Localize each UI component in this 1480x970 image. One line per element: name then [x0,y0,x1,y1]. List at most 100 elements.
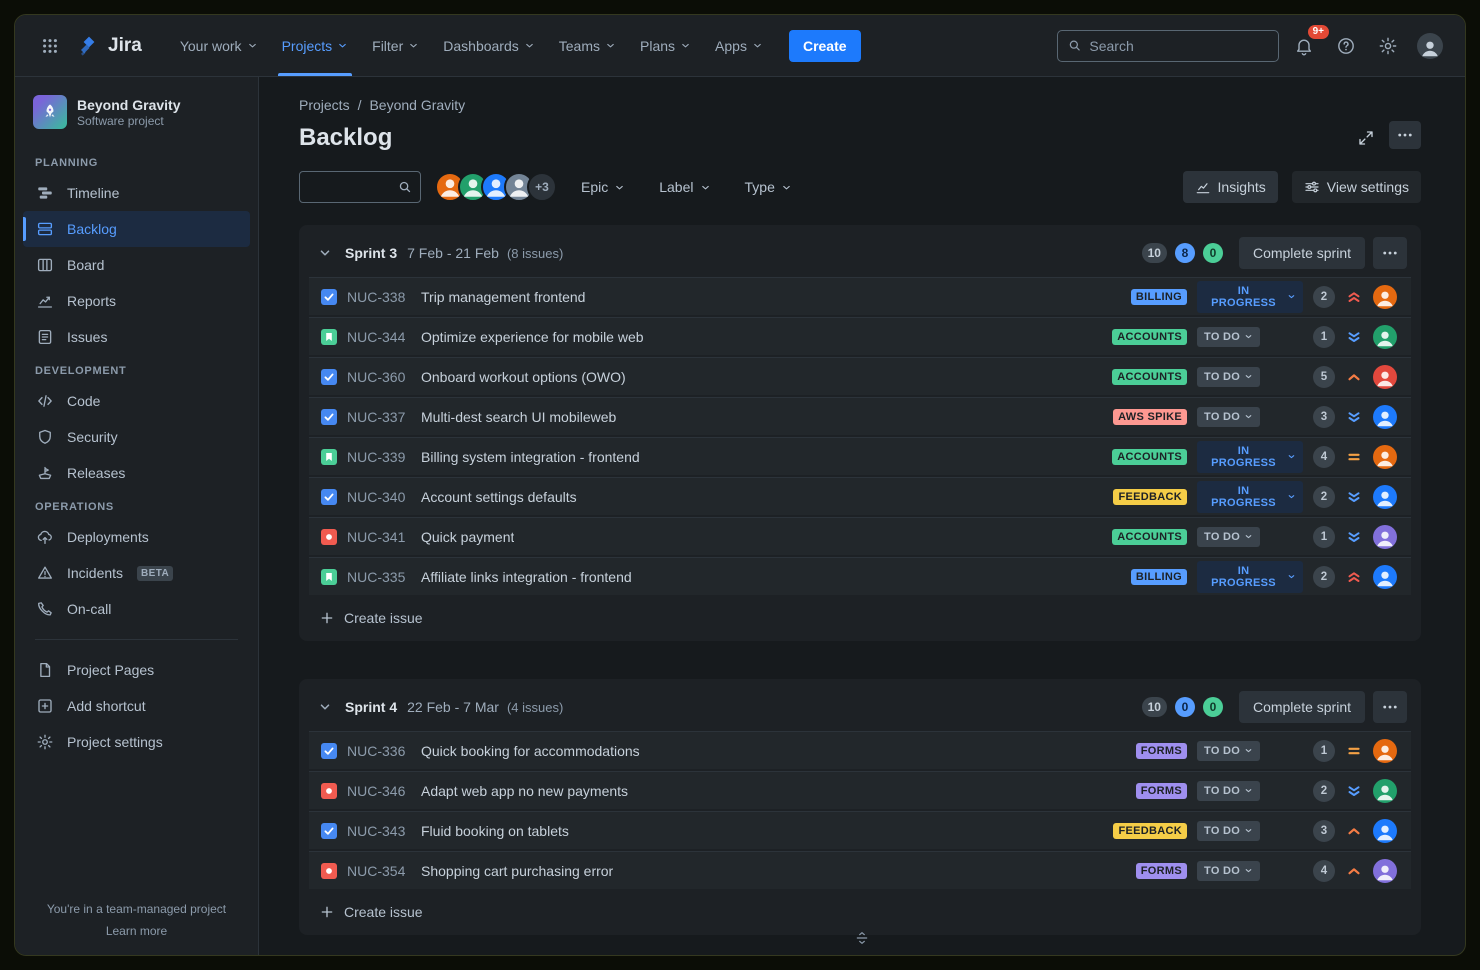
issue-avatar[interactable] [1373,524,1397,549]
sidebar-item-code[interactable]: Code [23,383,250,419]
issue-title[interactable]: Multi-dest search UI mobileweb [421,408,617,425]
issue-row[interactable]: NUC-341 Quick payment ACCOUNTS TO DO 1 [309,517,1411,555]
issue-points-badge[interactable]: 1 [1313,739,1335,762]
issue-status-dropdown[interactable]: TO DO [1197,406,1261,427]
sidebar-item-add-shortcut[interactable]: Add shortcut [23,688,250,724]
issue-points-badge[interactable]: 3 [1313,819,1335,842]
issue-title[interactable]: Billing system integration - frontend [421,448,640,465]
page-more-button[interactable] [1389,121,1421,149]
issue-title[interactable]: Shopping cart purchasing error [421,862,614,879]
issue-status-dropdown[interactable]: TO DO [1197,326,1261,347]
nav-dashboards[interactable]: Dashboards [431,15,547,76]
issue-row[interactable]: NUC-339 Billing system integration - fro… [309,437,1411,475]
issue-points-badge[interactable]: 3 [1313,405,1335,428]
issue-points-badge[interactable]: 5 [1313,365,1335,388]
create-button[interactable]: Create [788,29,861,62]
sidebar-item-on-call[interactable]: On-call [23,591,250,627]
fullscreen-button[interactable] [1349,121,1383,155]
issue-status-dropdown[interactable]: IN PROGRESS [1197,560,1303,593]
issue-title[interactable]: Quick booking for accommodations [421,742,640,759]
issue-avatar[interactable] [1373,778,1397,803]
learn-more-link[interactable]: Learn more [105,924,168,938]
issue-status-dropdown[interactable]: TO DO [1197,860,1261,881]
issue-points-badge[interactable]: 4 [1313,859,1335,882]
issue-title[interactable]: Affiliate links integration - frontend [421,568,632,585]
sidebar-item-security[interactable]: Security [23,419,250,455]
sidebar-item-board[interactable]: Board [23,247,250,283]
issue-status-dropdown[interactable]: IN PROGRESS [1197,480,1303,513]
resize-handle-icon[interactable] [854,930,870,951]
issue-title[interactable]: Optimize experience for mobile web [421,328,644,345]
sidebar-item-backlog[interactable]: Backlog [23,211,250,247]
issue-title[interactable]: Fluid booking on tablets [421,822,569,839]
issue-avatar[interactable] [1373,324,1397,349]
issue-status-dropdown[interactable]: TO DO [1197,780,1261,801]
breadcrumb-projects[interactable]: Projects [299,97,350,113]
issue-avatar[interactable] [1373,858,1397,883]
issue-status-dropdown[interactable]: TO DO [1197,820,1261,841]
issue-title[interactable]: Account settings defaults [421,488,577,505]
sidebar-item-timeline[interactable]: Timeline [23,175,250,211]
sprint-collapse-chevron[interactable] [313,695,337,719]
issue-row[interactable]: NUC-346 Adapt web app no new payments FO… [309,771,1411,809]
epic-filter-dropdown[interactable]: Epic [571,173,635,201]
sidebar-item-reports[interactable]: Reports [23,283,250,319]
issue-row[interactable]: NUC-344 Optimize experience for mobile w… [309,317,1411,355]
issue-avatar[interactable] [1373,564,1397,589]
issue-status-dropdown[interactable]: TO DO [1197,366,1261,387]
nav-apps[interactable]: Apps [703,15,775,76]
profile-avatar[interactable] [1413,29,1447,63]
sidebar-item-deployments[interactable]: Deployments [23,519,250,555]
nav-projects[interactable]: Projects [270,15,361,76]
issue-row[interactable]: NUC-354 Shopping cart purchasing error F… [309,851,1411,889]
view-settings-button[interactable]: View settings [1291,171,1421,203]
sprint-collapse-chevron[interactable] [313,241,337,265]
sprint-name[interactable]: Sprint 3 [345,245,398,261]
sprint-more-button[interactable] [1373,691,1407,723]
issue-avatar[interactable] [1373,818,1397,843]
issue-row[interactable]: NUC-335 Affiliate links integration - fr… [309,557,1411,595]
sidebar-item-project-settings[interactable]: Project settings [23,724,250,760]
create-issue-button[interactable]: Create issue [309,597,433,639]
avatar-overflow-badge[interactable]: +3 [527,172,557,202]
issue-points-badge[interactable]: 2 [1313,485,1335,508]
nav-filter[interactable]: Filter [360,15,431,76]
complete-sprint-button[interactable]: Complete sprint [1238,237,1365,269]
sidebar-item-project-pages[interactable]: Project Pages [23,652,250,688]
issue-title[interactable]: Onboard workout options (OWO) [421,368,626,385]
create-issue-button[interactable]: Create issue [309,891,433,933]
board-search[interactable] [299,171,421,203]
label-filter-dropdown[interactable]: Label [649,173,720,201]
type-filter-dropdown[interactable]: Type [735,173,802,201]
issue-avatar[interactable] [1373,484,1397,509]
sidebar-item-issues[interactable]: Issues [23,319,250,355]
issue-avatar[interactable] [1373,444,1397,469]
issue-points-badge[interactable]: 1 [1313,525,1335,548]
notifications-button[interactable]: 9+ [1287,24,1329,63]
issue-status-dropdown[interactable]: IN PROGRESS [1197,280,1303,313]
issue-avatar[interactable] [1373,738,1397,763]
jira-logo[interactable]: Jira [77,34,142,58]
issue-row[interactable]: NUC-338 Trip management frontend BILLING… [309,277,1411,315]
sidebar-item-releases[interactable]: Releases [23,455,250,491]
issue-row[interactable]: NUC-343 Fluid booking on tablets FEEDBAC… [309,811,1411,849]
board-search-input[interactable] [308,179,399,195]
issue-row[interactable]: NUC-337 Multi-dest search UI mobileweb A… [309,397,1411,435]
sidebar-item-incidents[interactable]: Incidents BETA [23,555,250,591]
issue-points-badge[interactable]: 1 [1313,325,1335,348]
nav-plans[interactable]: Plans [628,15,703,76]
issue-avatar[interactable] [1373,284,1397,309]
issue-status-dropdown[interactable]: TO DO [1197,740,1261,761]
global-search[interactable] [1057,29,1279,62]
issue-points-badge[interactable]: 2 [1313,565,1335,588]
app-switcher-icon[interactable] [33,29,67,63]
issue-row[interactable]: NUC-336 Quick booking for accommodations… [309,731,1411,769]
complete-sprint-button[interactable]: Complete sprint [1238,691,1365,723]
issue-points-badge[interactable]: 2 [1313,779,1335,802]
project-header[interactable]: Beyond Gravity Software project [23,91,250,147]
sprint-name[interactable]: Sprint 4 [345,699,398,715]
assignee-filter-avatars[interactable]: +3 [435,172,557,202]
issue-status-dropdown[interactable]: IN PROGRESS [1197,440,1303,473]
issue-row[interactable]: NUC-360 Onboard workout options (OWO) AC… [309,357,1411,395]
nav-teams[interactable]: Teams [547,15,628,76]
